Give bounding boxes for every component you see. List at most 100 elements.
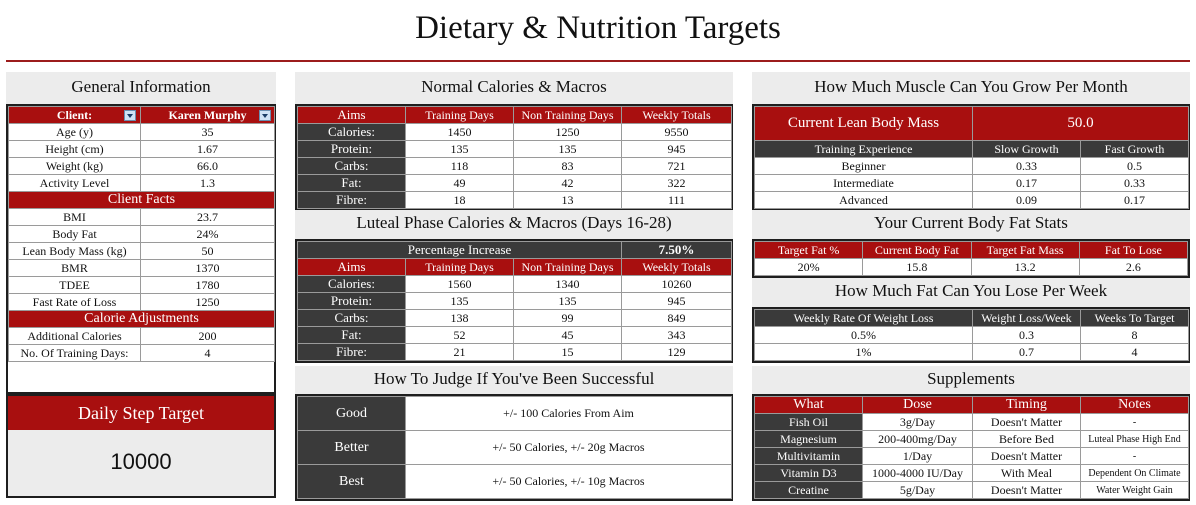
- table-row: Fibre: 21 15 129: [297, 343, 733, 361]
- step-target-heading: Daily Step Target: [8, 396, 274, 430]
- cell: 721: [621, 157, 732, 175]
- table-row: Intermediate 0.17 0.33: [754, 174, 1189, 192]
- cell: 9550: [621, 123, 732, 141]
- cell: 135: [405, 140, 514, 158]
- row-label: Good: [297, 396, 406, 431]
- cell: 129: [621, 343, 733, 361]
- row-label: Carbs:: [297, 309, 406, 327]
- table-row: Good +/- 100 Calories From Aim: [297, 396, 732, 431]
- cell: 1/Day: [862, 447, 973, 465]
- fatloss-heading: How Much Fat Can You Lose Per Week: [834, 281, 1108, 300]
- cell: 135: [405, 292, 514, 310]
- client-label-cell: Client:: [8, 106, 141, 124]
- row-label: Age (y): [8, 123, 141, 141]
- row-label: Multivitamin: [754, 447, 863, 465]
- column-header: Notes: [1080, 396, 1189, 414]
- cell: Doesn't Matter: [972, 481, 1081, 499]
- cell: -: [1080, 413, 1189, 431]
- luteal-macros-heading: Luteal Phase Calories & Macros (Days 16-…: [356, 213, 672, 232]
- row-value[interactable]: 1.3: [140, 174, 275, 192]
- client-name-cell[interactable]: Karen Murphy: [140, 106, 275, 124]
- column-header: Slow Growth: [972, 140, 1081, 158]
- cell: 1340: [512, 275, 623, 293]
- cell: 945: [621, 140, 732, 158]
- muscle-heading: How Much Muscle Can You Grow Per Month: [752, 72, 1190, 102]
- cell: 2.6: [1078, 258, 1189, 276]
- cell: 1250: [513, 123, 622, 141]
- cell: 21: [405, 343, 514, 361]
- luteal-macros-panel: Luteal Phase Calories & Macros (Days 16-…: [295, 210, 733, 363]
- cell: 42: [513, 174, 622, 192]
- table-row: Additional Calories 200: [8, 327, 275, 345]
- table-row: Better +/- 50 Calories, +/- 20g Macros: [297, 430, 732, 465]
- row-value: 23.7: [140, 208, 275, 226]
- row-value: 50: [140, 242, 275, 260]
- table-row: 1% 0.7 4: [754, 343, 1189, 361]
- row-value: 24%: [140, 225, 275, 243]
- column-header: Non Training Days: [512, 258, 623, 276]
- client-table: Client: Karen Murphy Age (y) 35 Height (c…: [8, 106, 275, 362]
- cell: 1560: [405, 275, 514, 293]
- column-header: Training Experience: [754, 140, 973, 158]
- row-label: Lean Body Mass (kg): [8, 242, 141, 260]
- fatloss-panel: How Much Fat Can You Lose Per Week Weekl…: [752, 278, 1190, 363]
- cell: 0.17: [1080, 191, 1189, 209]
- table-row: TDEE 1780: [8, 276, 275, 294]
- client-select-dropdown-icon[interactable]: [259, 110, 271, 121]
- row-value[interactable]: 200: [140, 327, 275, 345]
- bodyfat-heading: Your Current Body Fat Stats: [874, 213, 1068, 232]
- row-value: 1780: [140, 276, 275, 294]
- row-value[interactable]: 66.0: [140, 157, 275, 175]
- success-heading: How To Judge If You've Been Successful: [373, 369, 655, 388]
- supplements-panel: Supplements What Dose Timing Notes Fish …: [752, 366, 1190, 501]
- cell: 343: [621, 326, 733, 344]
- row-value[interactable]: 1.67: [140, 140, 275, 158]
- cell: 1%: [754, 343, 973, 361]
- table-row: Protein: 135 135 945: [297, 292, 733, 310]
- cell: +/- 50 Calories, +/- 20g Macros: [405, 430, 732, 465]
- bodyfat-table: Target Fat % Current Body Fat Target Fat…: [753, 241, 1189, 276]
- step-target-panel: Daily Step Target 10000: [6, 394, 276, 498]
- client-filter-dropdown-icon[interactable]: [124, 110, 136, 121]
- client-name: Karen Murphy: [168, 107, 247, 122]
- cell: -: [1080, 447, 1189, 465]
- row-value[interactable]: 35: [140, 123, 275, 141]
- cell: 0.5: [1080, 157, 1189, 175]
- success-panel: How To Judge If You've Been Successful G…: [295, 366, 733, 501]
- column-header: Weeks To Target: [1080, 309, 1189, 327]
- row-value[interactable]: 4: [140, 344, 275, 362]
- cell: 0.7: [972, 343, 1081, 361]
- column-header: Target Fat Mass: [970, 241, 1080, 259]
- table-row: 20% 15.8 13.2 2.6: [753, 258, 1189, 276]
- row-label: BMR: [8, 259, 141, 277]
- column-header: What: [754, 396, 863, 414]
- row-label: Magnesium: [754, 430, 863, 448]
- percentage-increase-value[interactable]: 7.50%: [621, 241, 733, 259]
- cell: 118: [405, 157, 514, 175]
- step-target-value[interactable]: 10000: [110, 449, 172, 474]
- row-label: Beginner: [754, 157, 973, 175]
- muscle-table: Current Lean Body Mass 50.0 Training Exp…: [754, 106, 1189, 209]
- table-row: Body Fat 24%: [8, 225, 275, 243]
- table-row: Beginner 0.33 0.5: [754, 157, 1189, 175]
- row-label: Fast Rate of Loss: [8, 293, 141, 311]
- table-row: Fat: 49 42 322: [297, 174, 732, 192]
- cell: 1000-4000 IU/Day: [862, 464, 973, 482]
- table-row: Lean Body Mass (kg) 50: [8, 242, 275, 260]
- cell: 1450: [405, 123, 514, 141]
- row-label: Calories:: [297, 123, 406, 141]
- cell: Doesn't Matter: [972, 447, 1081, 465]
- luteal-macros-table: Percentage Increase 7.50% Aims Training …: [296, 241, 733, 361]
- table-row: Carbs: 138 99 849: [297, 309, 733, 327]
- cell: 0.09: [972, 191, 1081, 209]
- general-table: Client: Karen Murphy Age (y) 35 Height (c…: [6, 104, 276, 394]
- cell: 52: [405, 326, 514, 344]
- row-value: 1250: [140, 293, 275, 311]
- table-row: Magnesium 200-400mg/Day Before Bed Luteal P…: [754, 430, 1189, 448]
- table-row: Fish Oil 3g/Day Doesn't Matter -: [754, 413, 1189, 431]
- column-header: Fat To Lose: [1078, 241, 1189, 259]
- cell: Before Bed: [972, 430, 1081, 448]
- row-label: Advanced: [754, 191, 973, 209]
- cell[interactable]: 20%: [753, 258, 864, 276]
- muscle-table-wrap: Current Lean Body Mass 50.0 Training Exp…: [752, 104, 1190, 211]
